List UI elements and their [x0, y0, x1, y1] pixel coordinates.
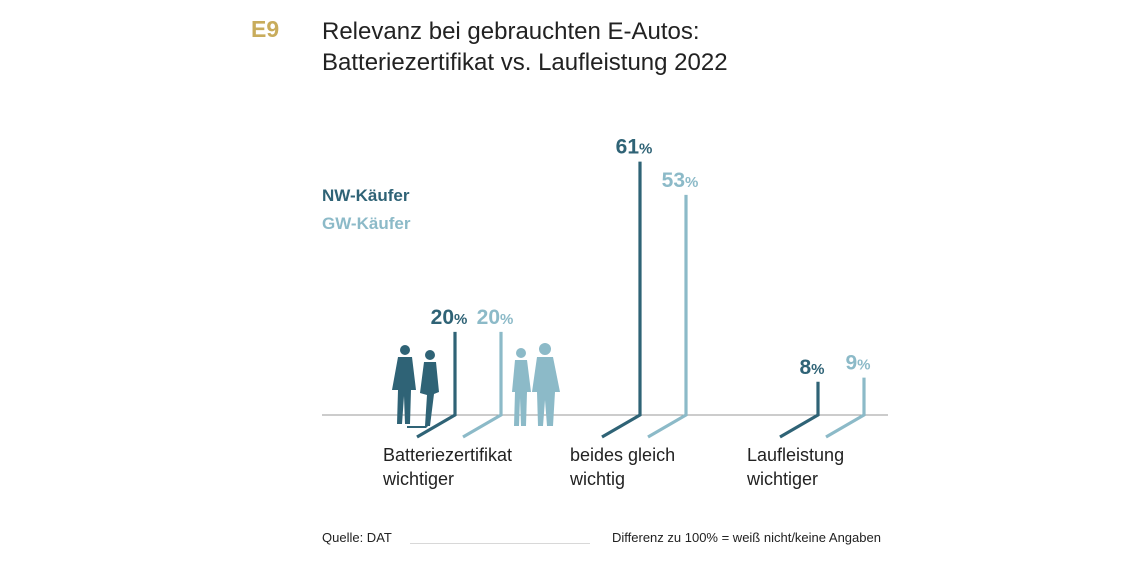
value-label-gw-2: 53% [662, 169, 699, 192]
category-label-3: Laufleistung wichtiger [746, 445, 844, 489]
bar-nw-2 [601, 161, 642, 439]
chart-title-line-2: Batteriezertifikat vs. Laufleistung 2022 [322, 49, 728, 76]
people-silhouette-gw-icon [512, 343, 560, 426]
legend-nw: NW-Käufer [322, 186, 410, 205]
bar-gw-1 [462, 331, 503, 439]
footer-divider [410, 543, 590, 544]
value-label-gw-1: 20% [477, 306, 514, 329]
chart-code: E9 [251, 16, 280, 42]
value-label-nw-3: 8% [799, 356, 824, 379]
chart-title: Relevanz bei gebrauchten E-Autos: Batter… [322, 16, 728, 78]
chart-title-line-1: Relevanz bei gebrauchten E-Autos: [322, 18, 700, 45]
legend-gw: GW-Käufer [322, 214, 411, 233]
source-note: Quelle: DAT [322, 530, 392, 545]
bar-gw-3 [825, 377, 866, 439]
category-label-2: beides gleich wichtig [569, 445, 675, 489]
bar-nw-3 [779, 381, 820, 439]
value-label-gw-3: 9% [845, 352, 870, 375]
value-label-nw-1: 20% [431, 306, 468, 329]
bar-nw-1 [416, 331, 457, 439]
bar-gw-2 [647, 194, 688, 439]
value-label-nw-2: 61% [616, 136, 653, 159]
category-label-1: Batteriezertifikat wichtiger [382, 445, 512, 489]
people-silhouette-nw-icon [392, 345, 439, 428]
difference-note: Differenz zu 100% = weiß nicht/keine Ang… [612, 530, 881, 545]
